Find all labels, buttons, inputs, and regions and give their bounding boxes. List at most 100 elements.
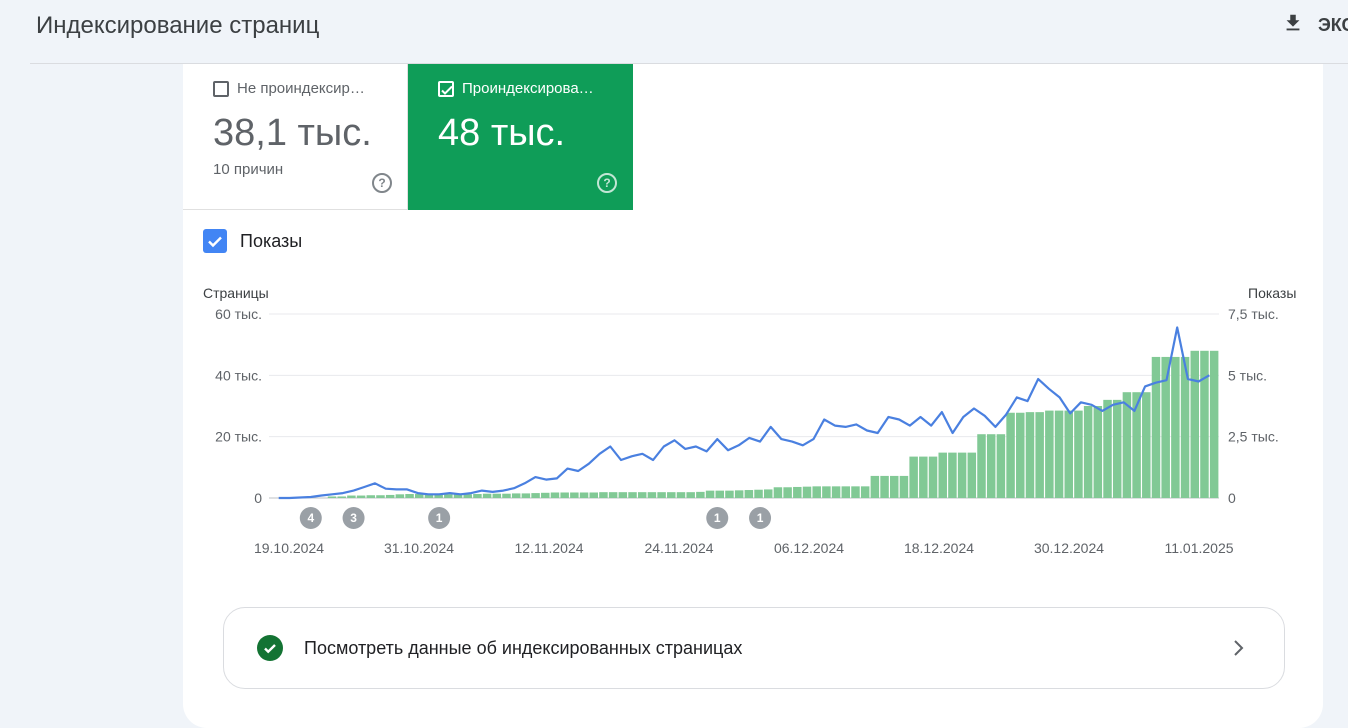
x-tick-label: 06.12.2024 — [774, 540, 844, 556]
help-icon[interactable]: ? — [372, 173, 392, 193]
export-label: ЭКС — [1318, 15, 1348, 35]
bar — [424, 494, 434, 498]
x-tick-label: 24.11.2024 — [644, 540, 713, 556]
help-icon[interactable]: ? — [597, 173, 617, 193]
tile-not-indexed[interactable]: Не проиндексир… 38,1 тыс. 10 причин ? — [183, 64, 408, 210]
bar — [1112, 399, 1122, 498]
bar — [967, 452, 977, 498]
bar — [812, 486, 821, 498]
bar — [511, 493, 521, 498]
bar — [1054, 410, 1064, 498]
bar — [502, 493, 511, 498]
bar — [1035, 412, 1044, 498]
bar — [957, 452, 967, 498]
checkmark-icon — [208, 236, 222, 248]
annotation-label: 3 — [350, 511, 357, 525]
bar — [977, 434, 986, 498]
bar — [492, 493, 502, 498]
bar — [1132, 392, 1141, 498]
bar — [366, 495, 376, 498]
bar — [1016, 412, 1025, 498]
bar — [657, 492, 666, 498]
annotation-marker — [428, 507, 451, 529]
bar — [405, 494, 414, 498]
bar — [579, 492, 589, 498]
bar — [444, 494, 453, 498]
right-tick-label: 7,5 тыс. — [1228, 306, 1279, 322]
bar — [1209, 350, 1219, 498]
x-tick-label: 18.12.2024 — [904, 540, 974, 556]
impressions-toggle[interactable]: Показы — [203, 229, 302, 253]
bar — [1122, 392, 1132, 498]
tile-indexed-value: 48 тыс. — [438, 112, 566, 154]
tile-indexed[interactable]: Проиндексирова… 48 тыс. ? — [408, 64, 633, 210]
bar — [637, 492, 647, 498]
bar — [880, 475, 889, 498]
tile-indexed-header: Проиндексирова… — [438, 80, 594, 97]
left-axis-title: Страницы — [203, 285, 269, 301]
bar — [453, 494, 463, 498]
bar — [773, 487, 783, 498]
bar — [1074, 410, 1083, 498]
x-tick-label: 12.11.2024 — [514, 540, 583, 556]
bar — [1171, 356, 1180, 498]
tile-not-indexed-header: Не проиндексир… — [213, 80, 365, 97]
annotation-label: 1 — [436, 511, 443, 525]
tile-indexed-label: Проиндексирова… — [462, 80, 594, 97]
bar — [1161, 356, 1170, 498]
bar — [986, 434, 996, 498]
bar — [938, 452, 947, 498]
x-tick-label: 19.10.2024 — [254, 540, 324, 556]
bar — [1200, 350, 1209, 498]
bar — [851, 486, 860, 498]
checkmark-icon — [441, 85, 453, 95]
tile-not-indexed-reasons: 10 причин — [213, 161, 284, 178]
bar — [831, 486, 841, 498]
bar — [628, 492, 637, 498]
bar — [482, 493, 492, 498]
x-tick-label: 30.12.2024 — [1034, 540, 1104, 556]
bar — [1083, 406, 1093, 498]
indexed-checkbox[interactable] — [438, 80, 454, 97]
bar — [376, 495, 385, 498]
bar — [356, 495, 366, 498]
annotation-label: 1 — [714, 511, 721, 525]
topbar: Индексирование страниц ЭКС — [0, 0, 1348, 64]
bar — [1180, 356, 1190, 498]
right-tick-label: 0 — [1228, 490, 1236, 506]
annotation-label: 1 — [757, 511, 764, 525]
bar — [1025, 412, 1035, 498]
annotation-marker — [749, 507, 772, 529]
right-tick-label: 5 тыс. — [1228, 367, 1267, 383]
download-icon — [1282, 12, 1304, 39]
bar — [928, 456, 938, 498]
bar — [715, 490, 725, 498]
impressions-line — [278, 326, 1210, 500]
not-indexed-checkbox[interactable] — [213, 80, 229, 97]
bar — [793, 486, 802, 498]
bar — [599, 492, 608, 498]
bar — [385, 494, 395, 498]
bar — [899, 475, 909, 498]
impressions-checkbox[interactable] — [203, 229, 227, 253]
bar — [395, 494, 405, 498]
view-indexed-pages-button[interactable]: Посмотреть данные об индексированных стр… — [223, 607, 1285, 689]
bar — [783, 487, 792, 498]
view-indexed-pages-label: Посмотреть данные об индексированных стр… — [304, 637, 743, 658]
bar — [696, 491, 705, 498]
export-button[interactable]: ЭКС — [1282, 12, 1348, 39]
check-circle-icon — [257, 635, 283, 661]
bar — [1045, 410, 1054, 498]
left-tick-label: 40 тыс. — [215, 367, 262, 383]
bar — [996, 434, 1006, 498]
bar — [860, 486, 870, 498]
x-tick-label: 31.10.2024 — [384, 540, 454, 556]
annotation-marker — [706, 507, 729, 529]
bar — [822, 486, 831, 498]
bar — [473, 494, 482, 498]
bar — [754, 489, 763, 498]
bar — [948, 452, 957, 498]
bar — [434, 494, 443, 498]
bar — [521, 493, 531, 498]
bar — [676, 492, 686, 498]
